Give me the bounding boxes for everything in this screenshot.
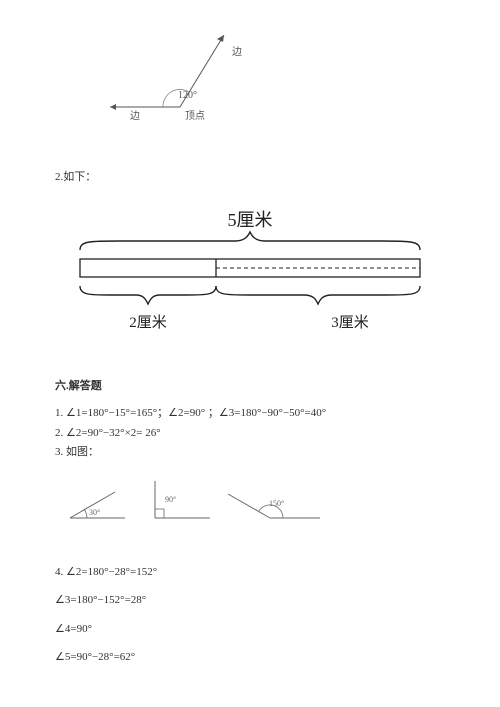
answers-block-1: 1. ∠1=180°−15°=165°；∠2=90° ；∠3=180°−90°−… [55, 405, 445, 461]
angle-30-label: 30° [89, 508, 100, 517]
answer-line-5: ∠3=180°−152°=28° [55, 592, 445, 609]
angle-svg: 边 120° 边 顶点 [100, 25, 270, 135]
ruler-diagram: 5厘米 2厘米 3厘米 [50, 204, 445, 347]
ruler-br-label: 3厘米 [331, 314, 369, 331]
answer-line-3: 3. 如图： [55, 444, 445, 461]
angle-150-label: 150° [269, 499, 284, 508]
three-angles-diagram: 30° 90° 150° [65, 476, 445, 534]
sec6-heading: 六.解答题 [55, 377, 445, 393]
answer-line-7: ∠5=90°−28°=62° [55, 649, 445, 666]
answer-line-1: 1. ∠1=180°−15°=165°；∠2=90° ；∠3=180°−90°−… [55, 405, 445, 422]
ruler-bl-label: 2厘米 [129, 314, 167, 331]
answer-line-4: 4. ∠2=180°−28°=152° [55, 564, 445, 581]
vertex-label: 顶点 [185, 110, 205, 122]
angle-diagram: 边 120° 边 顶点 [100, 25, 445, 138]
sec2-label: 2.如下： [55, 168, 445, 184]
side-label-2: 边 [130, 110, 140, 122]
angle-90-label: 90° [165, 495, 176, 504]
ruler-svg: 5厘米 2厘米 3厘米 [50, 204, 450, 344]
answers-block-2: 4. ∠2=180°−28°=152° ∠3=180°−152°=28° ∠4=… [55, 564, 445, 666]
ruler-top-label: 5厘米 [228, 210, 273, 230]
side-label-1: 边 [232, 46, 242, 58]
angle-value-label: 120° [178, 90, 197, 101]
three-angles-svg: 30° 90° 150° [65, 476, 345, 531]
answer-line-2: 2. ∠2=90°−32°×2= 26° [55, 425, 445, 442]
answer-line-6: ∠4=90° [55, 621, 445, 638]
